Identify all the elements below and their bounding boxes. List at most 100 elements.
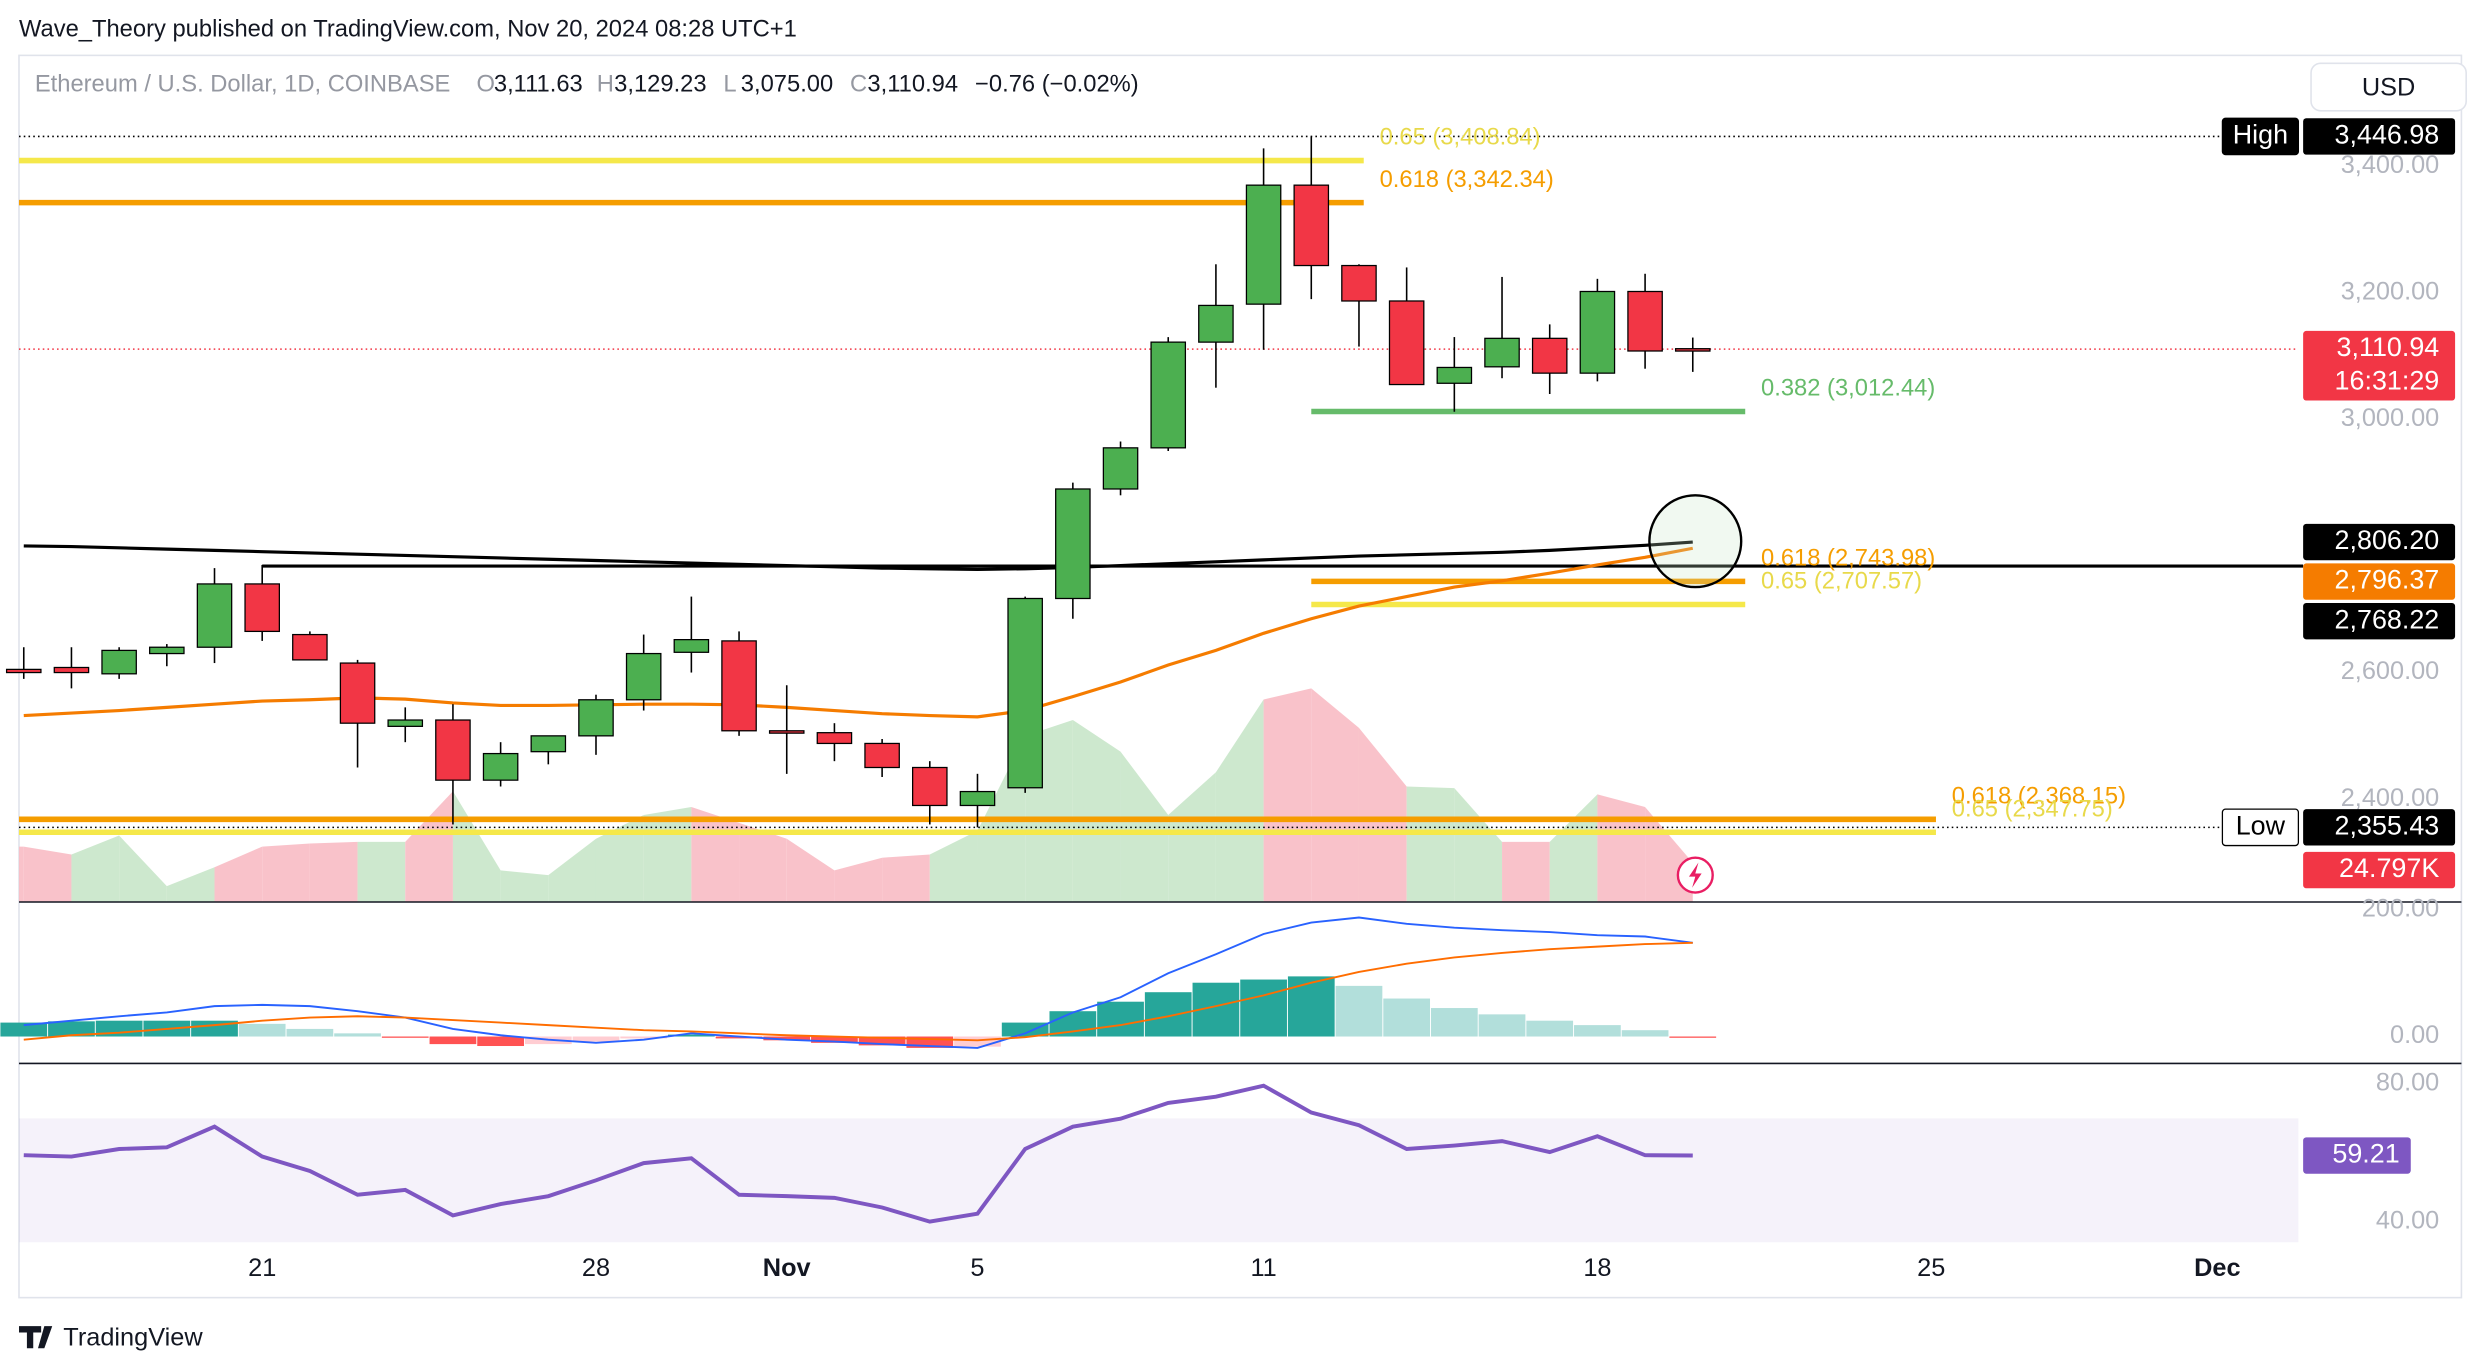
x-tick-label: 18 bbox=[1583, 1254, 1611, 1282]
macd-histogram bbox=[477, 1036, 524, 1047]
rsi-band bbox=[18, 1118, 2299, 1243]
volume-area bbox=[1358, 727, 1407, 903]
ohlc-key: L bbox=[723, 72, 736, 98]
publisher: Wave_Theory published on TradingView.com… bbox=[19, 16, 797, 42]
macd-histogram bbox=[0, 1022, 48, 1037]
x-tick-label: 5 bbox=[970, 1254, 984, 1282]
macd-histogram bbox=[238, 1023, 286, 1037]
macd-histogram bbox=[1240, 979, 1287, 1037]
macd-histogram bbox=[48, 1021, 95, 1037]
candle-body bbox=[578, 699, 614, 737]
candle-body bbox=[387, 719, 424, 727]
volume-area bbox=[23, 846, 72, 903]
macd-histogram bbox=[1669, 1036, 1717, 1038]
volume-area bbox=[548, 838, 596, 903]
volume-area bbox=[452, 791, 501, 903]
candle-body bbox=[196, 583, 233, 648]
x-tick-label: 11 bbox=[1250, 1254, 1276, 1282]
candle-body bbox=[625, 652, 662, 701]
rsi-line bbox=[23, 1083, 1693, 1224]
rsi-tick-label: 80.00 bbox=[2376, 1069, 2439, 1097]
candle-body bbox=[1341, 264, 1377, 302]
candle-body bbox=[149, 646, 185, 655]
y-tick-label: 2,400.00 bbox=[2341, 784, 2440, 812]
fib-label: 0.618 (2,743.98) bbox=[1761, 546, 1935, 572]
ohlc-value: 3,110.94 bbox=[867, 72, 958, 98]
volume-label-box bbox=[2303, 851, 2456, 889]
volume-area bbox=[786, 838, 835, 903]
macd-histogram bbox=[763, 1036, 811, 1041]
candle-body bbox=[721, 640, 757, 732]
x-tick-label: 21 bbox=[248, 1254, 276, 1282]
price-label-box bbox=[2303, 118, 2456, 155]
candle-body bbox=[292, 633, 328, 661]
signal-line bbox=[23, 941, 1693, 1042]
candle-body bbox=[1245, 184, 1282, 305]
candle-body bbox=[101, 649, 137, 675]
rsi-tick-label: 40.00 bbox=[2376, 1206, 2439, 1234]
symbol: Ethereum / U.S. Dollar, 1D, COINBASE bbox=[35, 72, 451, 98]
macd-histogram bbox=[1287, 976, 1335, 1037]
fib-label: 0.382 (3,012.44) bbox=[1761, 376, 1935, 402]
candle-body bbox=[1198, 304, 1234, 343]
ohlc-key: H bbox=[597, 72, 614, 98]
macd-tick-label: 0.00 bbox=[2390, 1021, 2439, 1049]
volume-area bbox=[500, 870, 549, 903]
volume-area bbox=[214, 846, 263, 903]
volume-area bbox=[1597, 794, 1646, 903]
volume-area bbox=[1311, 688, 1359, 903]
price-label: 2,355.43 bbox=[2335, 810, 2440, 840]
countdown: 16:31:29 bbox=[2335, 365, 2440, 395]
macd-histogram bbox=[811, 1036, 858, 1043]
macd-histogram bbox=[572, 1036, 620, 1042]
volume-area bbox=[71, 835, 120, 903]
price-label-box bbox=[2303, 330, 2456, 401]
caption-box bbox=[2221, 117, 2300, 156]
candle-body bbox=[1102, 447, 1139, 490]
volume-area bbox=[882, 854, 930, 903]
y-tick-label: 2,600.00 bbox=[2341, 657, 2440, 685]
candle-body bbox=[1627, 290, 1663, 352]
volume-area bbox=[1263, 688, 1312, 903]
volume-area bbox=[595, 814, 644, 903]
candle-body bbox=[1007, 597, 1043, 789]
candle-body bbox=[1388, 300, 1425, 386]
volume-area bbox=[1549, 794, 1598, 903]
price-label: 2,806.20 bbox=[2335, 525, 2440, 555]
price-label: 2,768.22 bbox=[2335, 604, 2440, 634]
candle-body bbox=[959, 790, 996, 807]
candle-body bbox=[1579, 290, 1616, 374]
alert-bolt bbox=[1688, 862, 1702, 888]
candle-body bbox=[673, 639, 710, 653]
candle-body bbox=[1436, 366, 1473, 384]
currency-box[interactable] bbox=[2310, 62, 2467, 112]
volume-area bbox=[834, 857, 883, 903]
y-tick-label: 3,000.00 bbox=[2341, 404, 2440, 432]
ohlc-key: O bbox=[476, 72, 494, 98]
fib-label: 0.618 (3,342.34) bbox=[1380, 167, 1554, 193]
x-tick-label: 25 bbox=[1917, 1254, 1945, 1282]
macd-histogram bbox=[381, 1036, 429, 1038]
currency[interactable]: USD bbox=[2362, 73, 2415, 101]
macd-histogram bbox=[668, 1034, 715, 1037]
candle-body bbox=[911, 766, 948, 807]
candle-body bbox=[1484, 337, 1520, 368]
price-label-box bbox=[2303, 809, 2456, 846]
brand: TradingView bbox=[63, 1323, 203, 1351]
y-tick-label: 3,200.00 bbox=[2341, 277, 2440, 305]
macd-histogram bbox=[334, 1033, 381, 1037]
candle-body bbox=[864, 742, 900, 769]
caption: Low bbox=[2236, 810, 2286, 840]
candle-body bbox=[530, 735, 567, 753]
volume-area bbox=[119, 835, 167, 903]
price-label: 3,446.98 bbox=[2335, 120, 2440, 150]
chart-frame bbox=[18, 54, 2463, 1299]
annotation-circle bbox=[1648, 494, 1743, 589]
volume-area bbox=[18, 846, 24, 903]
macd-histogram bbox=[1001, 1022, 1049, 1037]
macd-histogram bbox=[1383, 998, 1431, 1037]
macd-histogram bbox=[1478, 1014, 1526, 1037]
volume-area bbox=[1120, 751, 1169, 903]
macd-tick-label: 200.00 bbox=[2362, 895, 2439, 923]
rsi-label-box bbox=[2303, 1137, 2411, 1174]
